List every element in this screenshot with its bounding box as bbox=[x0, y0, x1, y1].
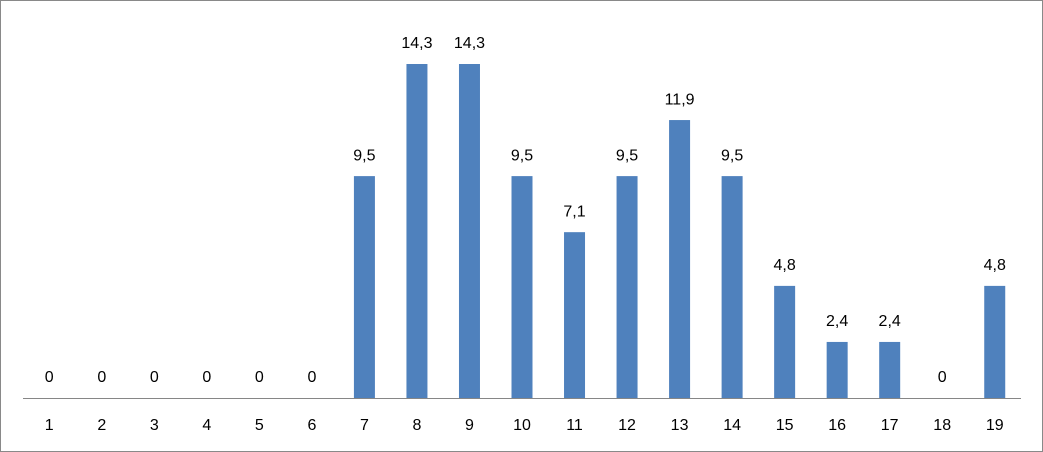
bar bbox=[669, 120, 691, 399]
x-tick-label: 19 bbox=[986, 417, 1004, 434]
x-tick-label: 6 bbox=[307, 417, 316, 434]
x-tick-label: 16 bbox=[828, 417, 846, 434]
x-tick-label: 17 bbox=[881, 417, 899, 434]
x-tick-label: 14 bbox=[723, 417, 741, 434]
x-tick-label: 10 bbox=[513, 417, 531, 434]
bar bbox=[564, 232, 586, 398]
data-label: 14,3 bbox=[401, 35, 432, 52]
data-label: 9,5 bbox=[511, 147, 533, 164]
bar bbox=[984, 285, 1006, 398]
data-label: 4,8 bbox=[984, 257, 1006, 274]
bar bbox=[353, 176, 375, 398]
bar bbox=[826, 341, 848, 398]
x-tick-label: 12 bbox=[618, 417, 636, 434]
bar bbox=[511, 176, 533, 398]
data-label: 9,5 bbox=[616, 147, 638, 164]
bar bbox=[458, 64, 480, 398]
bar bbox=[879, 341, 901, 398]
x-tick-label: 1 bbox=[45, 417, 54, 434]
data-label: 14,3 bbox=[454, 35, 485, 52]
data-label: 0 bbox=[255, 369, 264, 386]
data-label: 4,8 bbox=[774, 257, 796, 274]
bar bbox=[721, 176, 743, 398]
bar bbox=[616, 176, 638, 398]
data-label: 0 bbox=[45, 369, 54, 386]
x-tick-label: 2 bbox=[97, 417, 106, 434]
data-label: 0 bbox=[938, 369, 947, 386]
x-tick-label: 4 bbox=[202, 417, 211, 434]
x-tick-label: 13 bbox=[671, 417, 689, 434]
x-tick-label: 7 bbox=[360, 417, 369, 434]
x-tick-label: 3 bbox=[150, 417, 159, 434]
x-tick-label: 18 bbox=[933, 417, 951, 434]
data-label: 11,9 bbox=[665, 91, 695, 108]
x-tick-label: 11 bbox=[566, 417, 583, 434]
data-label: 2,4 bbox=[826, 313, 848, 330]
x-tick-label: 5 bbox=[255, 417, 264, 434]
data-label: 0 bbox=[97, 369, 106, 386]
data-label: 2,4 bbox=[879, 313, 901, 330]
data-label: 0 bbox=[307, 369, 316, 386]
x-tick-label: 15 bbox=[776, 417, 794, 434]
x-tick-label: 9 bbox=[465, 417, 474, 434]
x-tick-label: 8 bbox=[412, 417, 421, 434]
data-label: 0 bbox=[150, 369, 159, 386]
data-label: 9,5 bbox=[721, 147, 743, 164]
data-label: 9,5 bbox=[353, 147, 375, 164]
bar bbox=[774, 285, 796, 398]
bar bbox=[406, 64, 428, 398]
data-label: 7,1 bbox=[563, 203, 585, 220]
data-label: 0 bbox=[202, 369, 211, 386]
